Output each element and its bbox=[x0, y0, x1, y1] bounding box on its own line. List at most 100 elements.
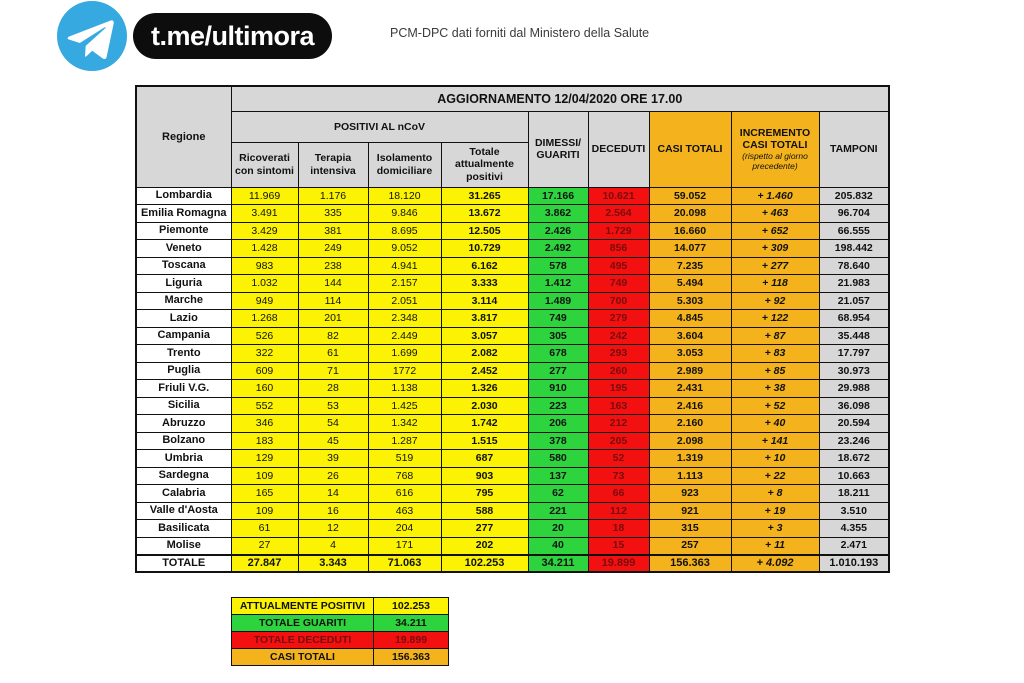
cell-tamponi: 36.098 bbox=[818, 396, 890, 415]
cell-isolamento-domiciliare: 2.051 bbox=[367, 291, 442, 310]
cell-incremento-casi-totali: + 10 bbox=[730, 449, 820, 468]
cell-totale-attualmente-positivi: 10.729 bbox=[440, 239, 529, 258]
cell-ricoverati-con-sintomi: 1.268 bbox=[230, 309, 299, 328]
cell-ricoverati-con-sintomi: 11.969 bbox=[230, 186, 299, 205]
cell-terapia-intensiva: 144 bbox=[297, 274, 369, 293]
cell-tamponi: 18.672 bbox=[818, 449, 890, 468]
cell-deceduti: 195 bbox=[587, 379, 650, 398]
cell-dimessi-guariti: 137 bbox=[527, 466, 589, 485]
cell-terapia-intensiva: 335 bbox=[297, 204, 369, 223]
cell-dimessi-guariti: 678 bbox=[527, 344, 589, 363]
cell-totale-attualmente-positivi: 12.505 bbox=[440, 221, 529, 240]
cell-tamponi: 1.010.193 bbox=[818, 553, 890, 573]
cell-ricoverati-con-sintomi: 160 bbox=[230, 379, 299, 398]
cell-terapia-intensiva: 71 bbox=[297, 361, 369, 380]
region-row: Friuli V.G. 160 28 1.138 1.326 910 195 2.431 + 3… bbox=[135, 379, 890, 398]
region-row: Emilia Romagna 3.491 335 9.846 13.672 3.862 2.… bbox=[135, 204, 890, 223]
region-row: Piemonte 3.429 381 8.695 12.505 2.426 1.729 16.… bbox=[135, 221, 890, 240]
cell-terapia-intensiva: 53 bbox=[297, 396, 369, 415]
column-header-dimessi-guariti: DIMESSI/ GUARITI bbox=[527, 110, 589, 188]
incremento-label: INCREMENTO CASI TOTALI bbox=[739, 127, 811, 152]
cell-regione: Emilia Romagna bbox=[135, 204, 232, 223]
cell-ricoverati-con-sintomi: 983 bbox=[230, 256, 299, 275]
cell-deceduti: 260 bbox=[587, 361, 650, 380]
cell-dimessi-guariti: 277 bbox=[527, 361, 589, 380]
cell-totale-attualmente-positivi: 3.057 bbox=[440, 326, 529, 345]
cell-isolamento-domiciliare: 519 bbox=[367, 449, 442, 468]
cell-tamponi: 20.594 bbox=[818, 414, 890, 433]
telegram-icon bbox=[57, 1, 127, 71]
cell-casi-totali: 1.113 bbox=[648, 466, 732, 485]
cell-regione: Valle d'Aosta bbox=[135, 501, 232, 520]
cell-totale-attualmente-positivi: 3.333 bbox=[440, 274, 529, 293]
cell-isolamento-domiciliare: 8.695 bbox=[367, 221, 442, 240]
cell-dimessi-guariti: 749 bbox=[527, 309, 589, 328]
cell-casi-totali: 4.845 bbox=[648, 309, 732, 328]
cell-casi-totali: 14.077 bbox=[648, 239, 732, 258]
cell-regione: TOTALE bbox=[135, 553, 232, 573]
cell-ricoverati-con-sintomi: 109 bbox=[230, 501, 299, 520]
cell-casi-totali: 3.604 bbox=[648, 326, 732, 345]
cell-regione: Umbria bbox=[135, 449, 232, 468]
cell-casi-totali: 5.303 bbox=[648, 291, 732, 310]
region-row: Sardegna 109 26 768 903 137 73 1.113 + 22 10.663 bbox=[135, 466, 890, 485]
cell-incremento-casi-totali: + 92 bbox=[730, 291, 820, 310]
cell-casi-totali: 16.660 bbox=[648, 221, 732, 240]
cell-ricoverati-con-sintomi: 552 bbox=[230, 396, 299, 415]
cell-totale-attualmente-positivi: 102.253 bbox=[440, 553, 529, 573]
cell-deceduti: 10.621 bbox=[587, 186, 650, 205]
cell-regione: Molise bbox=[135, 536, 232, 555]
region-row: Valle d'Aosta 109 16 463 588 221 112 921 + 19 3.5… bbox=[135, 501, 890, 520]
cell-deceduti: 495 bbox=[587, 256, 650, 275]
cell-dimessi-guariti: 20 bbox=[527, 519, 589, 538]
cell-deceduti: 212 bbox=[587, 414, 650, 433]
cell-regione: Marche bbox=[135, 291, 232, 310]
cell-tamponi: 21.057 bbox=[818, 291, 890, 310]
cell-regione: Sicilia bbox=[135, 396, 232, 415]
cell-incremento-casi-totali: + 1.460 bbox=[730, 186, 820, 205]
cell-ricoverati-con-sintomi: 27 bbox=[230, 536, 299, 555]
region-row: Sicilia 552 53 1.425 2.030 223 163 2.416 + 52 36.… bbox=[135, 396, 890, 415]
cell-tamponi: 96.704 bbox=[818, 204, 890, 223]
column-header-totale-positivi: Totale attualmente positivi bbox=[440, 141, 529, 188]
region-row: Molise 27 4 171 202 40 15 257 + 11 2.471 bbox=[135, 536, 890, 555]
region-row: Puglia 609 71 1772 2.452 277 260 2.989 + 85 30.97… bbox=[135, 361, 890, 380]
summary-value: 19.899 bbox=[373, 631, 449, 649]
cell-isolamento-domiciliare: 2.449 bbox=[367, 326, 442, 345]
cell-regione: Calabria bbox=[135, 484, 232, 503]
cell-isolamento-domiciliare: 1.342 bbox=[367, 414, 442, 433]
cell-tamponi: 17.797 bbox=[818, 344, 890, 363]
column-header-tamponi: TAMPONI bbox=[818, 110, 890, 188]
summary-row: TOTALE DECEDUTI 19.899 bbox=[231, 631, 449, 649]
cell-ricoverati-con-sintomi: 1.428 bbox=[230, 239, 299, 258]
cell-incremento-casi-totali: + 277 bbox=[730, 256, 820, 275]
cell-ricoverati-con-sintomi: 27.847 bbox=[230, 553, 299, 573]
cell-incremento-casi-totali: + 85 bbox=[730, 361, 820, 380]
cell-totale-attualmente-positivi: 903 bbox=[440, 466, 529, 485]
cell-isolamento-domiciliare: 1.287 bbox=[367, 431, 442, 450]
table-body: Lombardia 11.969 1.176 18.120 31.265 17.166 10… bbox=[135, 186, 890, 573]
cell-deceduti: 700 bbox=[587, 291, 650, 310]
cell-terapia-intensiva: 12 bbox=[297, 519, 369, 538]
cell-regione: Sardegna bbox=[135, 466, 232, 485]
cell-tamponi: 2.471 bbox=[818, 536, 890, 555]
cell-dimessi-guariti: 2.492 bbox=[527, 239, 589, 258]
cell-casi-totali: 7.235 bbox=[648, 256, 732, 275]
summary-body: ATTUALMENTE POSITIVI 102.253 TOTALE GUARIT… bbox=[231, 597, 449, 666]
cell-deceduti: 856 bbox=[587, 239, 650, 258]
region-row: Campania 526 82 2.449 3.057 305 242 3.604 + 87 35… bbox=[135, 326, 890, 345]
cell-totale-attualmente-positivi: 3.114 bbox=[440, 291, 529, 310]
cell-terapia-intensiva: 39 bbox=[297, 449, 369, 468]
group-header-positivi: POSITIVI AL nCoV bbox=[230, 110, 529, 143]
cell-regione: Liguria bbox=[135, 274, 232, 293]
cell-tamponi: 23.246 bbox=[818, 431, 890, 450]
cell-isolamento-domiciliare: 463 bbox=[367, 501, 442, 520]
cell-casi-totali: 2.160 bbox=[648, 414, 732, 433]
cell-regione: Piemonte bbox=[135, 221, 232, 240]
cell-isolamento-domiciliare: 768 bbox=[367, 466, 442, 485]
cell-tamponi: 4.355 bbox=[818, 519, 890, 538]
cell-casi-totali: 921 bbox=[648, 501, 732, 520]
cell-deceduti: 19.899 bbox=[587, 553, 650, 573]
cell-casi-totali: 5.494 bbox=[648, 274, 732, 293]
cell-totale-attualmente-positivi: 202 bbox=[440, 536, 529, 555]
